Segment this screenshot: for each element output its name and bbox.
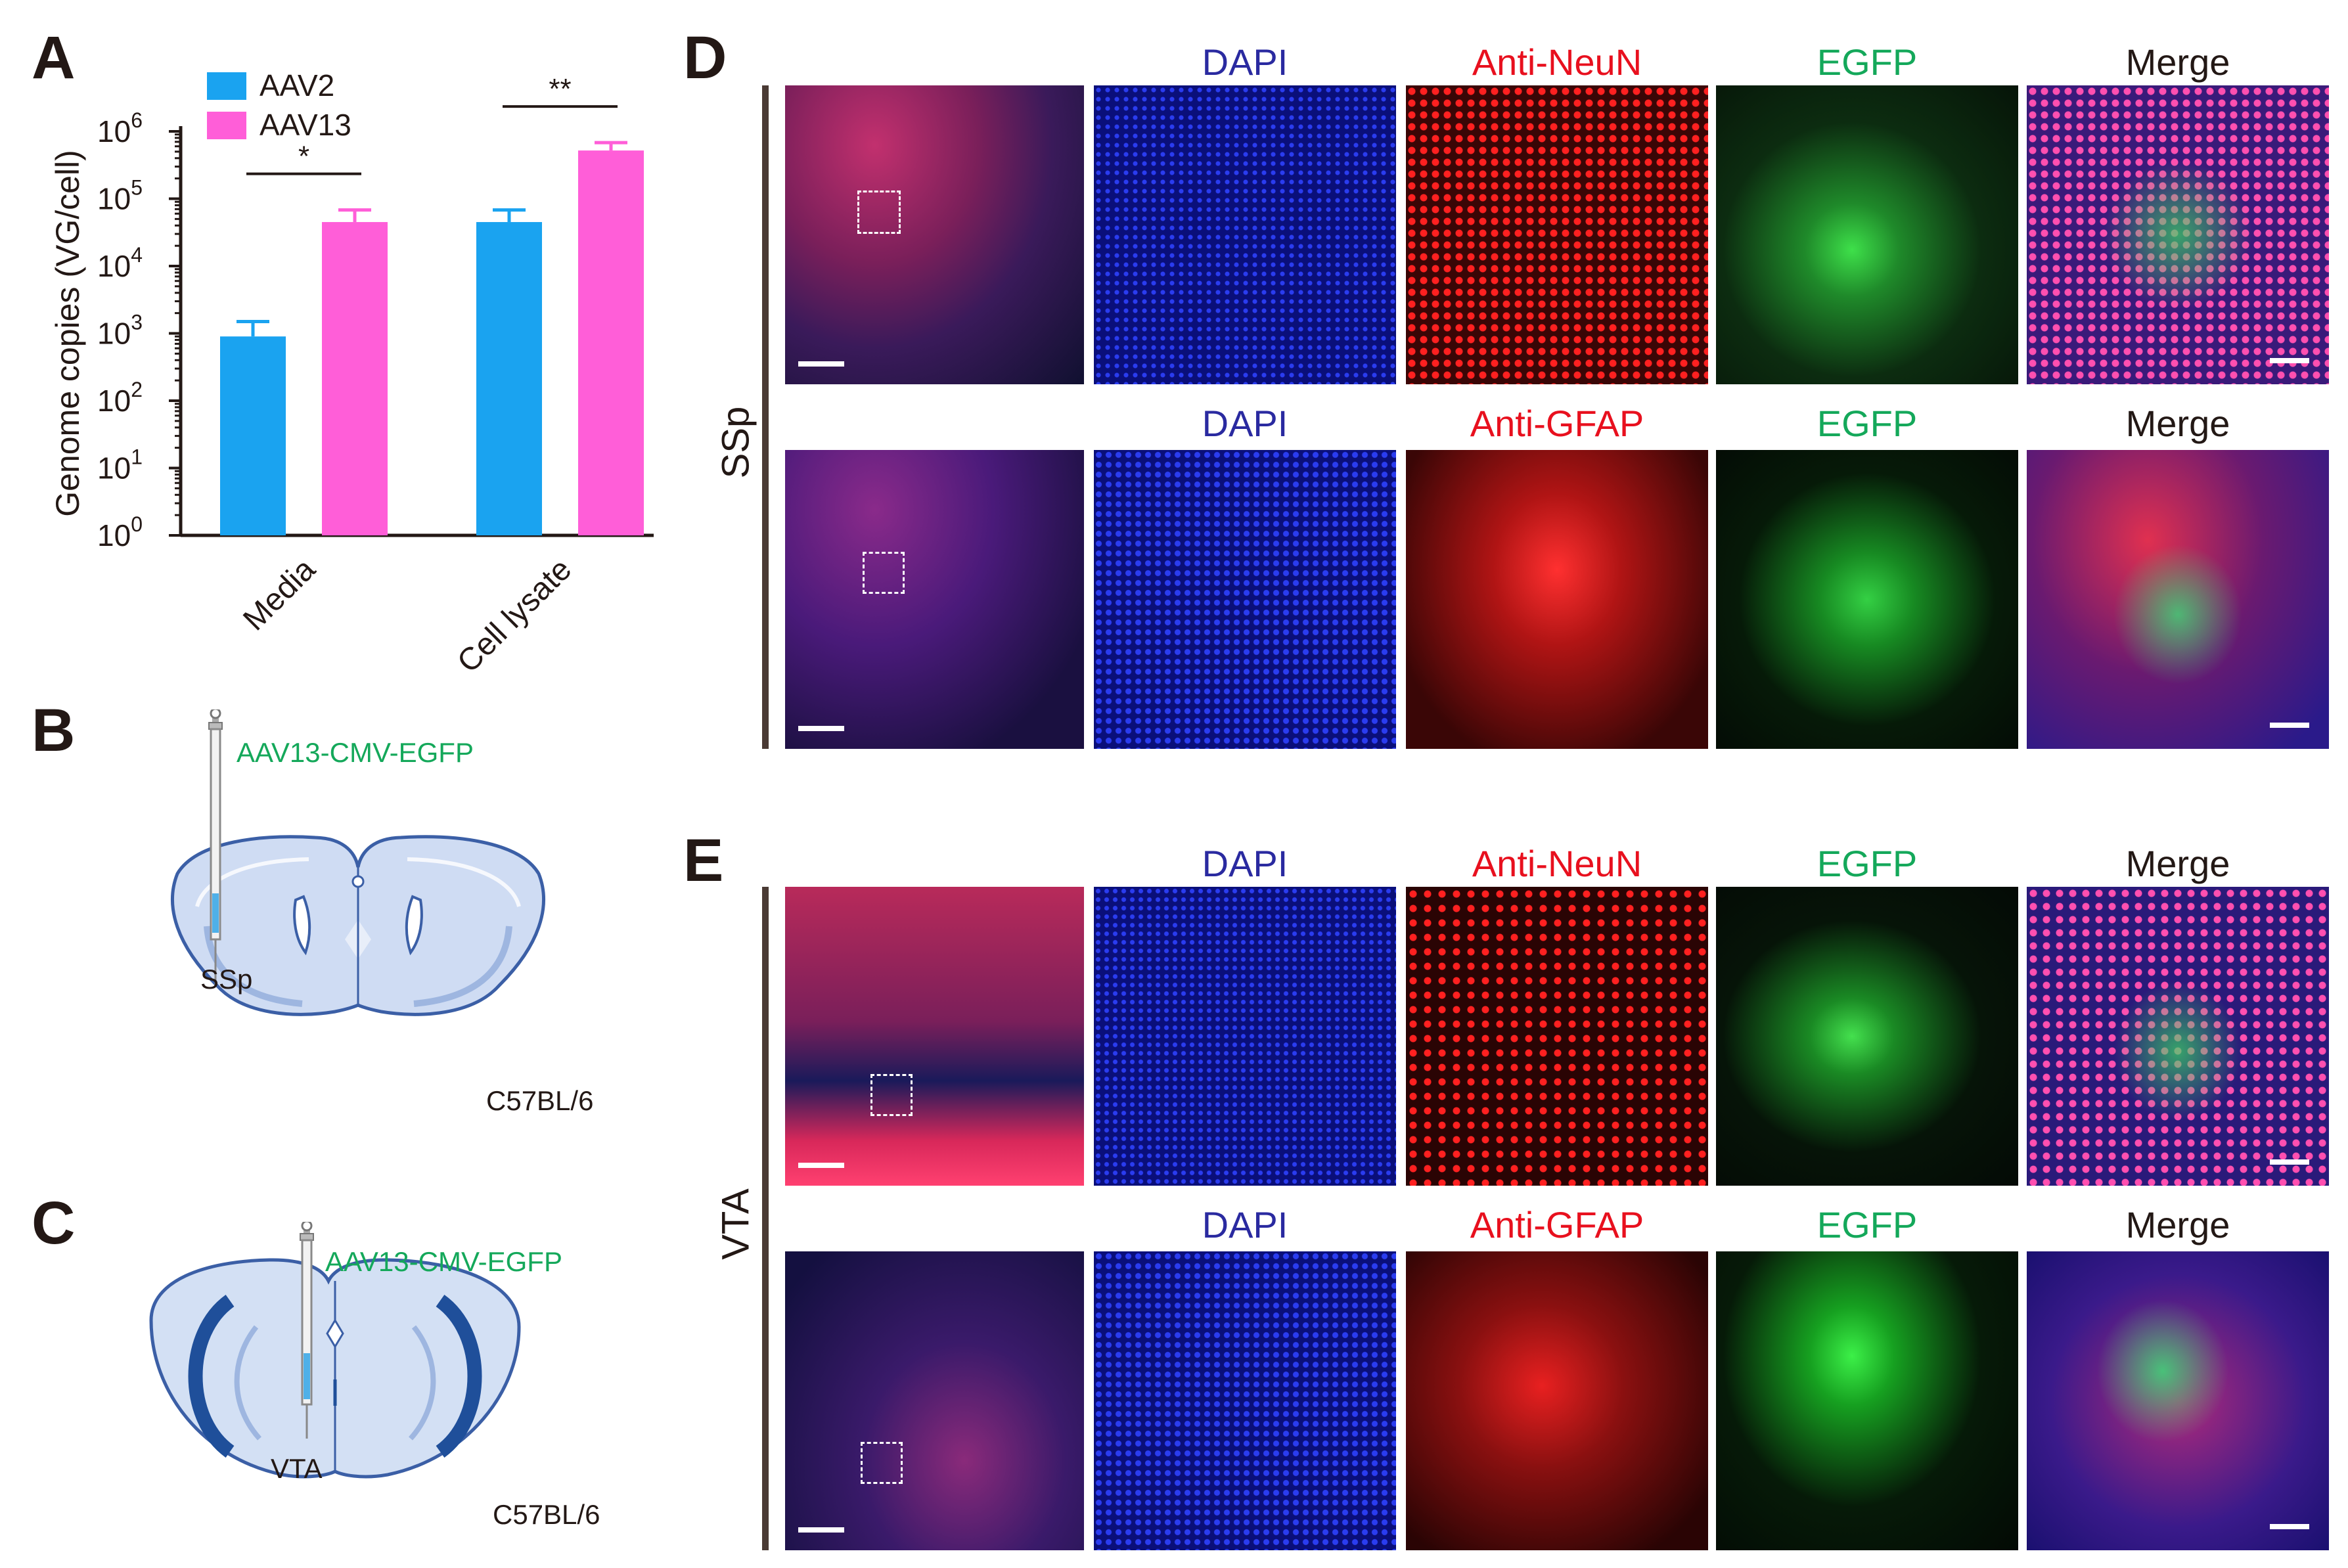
y-tick-label: 101 [97,445,143,485]
e-row2-dapi-image [1094,1251,1396,1550]
strain-label-b: C57BL/6 [486,1085,593,1116]
region-label-b: SSp [200,964,252,995]
panel-letter-d: D [683,24,727,91]
legend-label-aav13: AAV13 [260,108,351,142]
d-row2-merge-label: Merge [2125,403,2230,444]
d-row2-marker-label: Anti-GFAP [1470,403,1644,444]
d-row2-egfp-image [1716,450,2018,749]
scale-bar [2270,1524,2309,1529]
d-row1-marker-label: Anti-NeuN [1472,41,1642,83]
e-row2-egfp-image [1716,1251,2018,1550]
d-row1-dapi-label: DAPI [1202,41,1288,83]
e-row1-merge-label: Merge [2125,843,2230,884]
d-row2-overview-image [785,450,1084,749]
panel-letter-a: A [32,24,76,91]
d-row2-egfp-label: EGFP [1817,403,1918,444]
significance-marker: ** [549,73,571,105]
category-label: Cell lysate [451,552,578,679]
bracket-bar-e [762,887,769,1550]
e-row2-merge-label: Merge [2125,1204,2230,1245]
e-row2-egfp-label: EGFP [1817,1204,1918,1245]
injection-label-c: AAV13-CMV-EGFP [325,1246,562,1277]
bar-aav13-1 [578,150,644,536]
scale-bar [2270,358,2309,363]
d-row2-gfap-image [1406,450,1708,749]
d-row1-neun-image [1406,85,1708,384]
y-tick-label: 105 [97,176,143,216]
bar-aav2-0 [220,336,286,535]
scale-bar [2270,723,2309,728]
legend-swatch-aav13 [207,112,246,139]
e-row1-marker-label: Anti-NeuN [1472,843,1642,884]
y-tick-label: 104 [97,243,143,283]
row-label-vta: VTA [714,1188,757,1260]
scale-bar [798,1163,844,1168]
zoom-box [861,1442,903,1484]
d-row2-dapi-label: DAPI [1202,403,1288,444]
scale-bar [798,726,844,731]
d-row1-dapi-image [1094,85,1396,384]
bracket-bar-d [762,85,769,749]
d-row1-merge-label: Merge [2125,41,2230,83]
e-row1-merge-image [2027,887,2329,1186]
genome-copies-chart: 100 101 102 103 104 105 106 Genome copies (VG/c… [49,68,654,679]
strain-label-c: C57BL/6 [493,1499,600,1530]
y-tick-label: 100 [97,512,143,552]
d-row1-egfp-label: EGFP [1817,41,1918,83]
scale-bar [798,361,844,367]
y-axis-label: Genome copies (VG/cell) [49,150,86,517]
e-row1-egfp-image [1716,887,2018,1186]
significance-marker: * [298,141,309,173]
category-label: Media [237,552,322,637]
zoom-box [870,1074,913,1116]
y-tick-label: 102 [97,378,143,418]
zoom-box [863,552,905,594]
scale-bar [798,1527,844,1533]
e-row2-dapi-label: DAPI [1202,1204,1288,1245]
row-label-ssp: SSp [714,406,757,479]
diagram-c: AAV13-CMV-EGFP VTA C57BL/6 [149,1222,600,1530]
injection-label-b: AAV13-CMV-EGFP [237,737,474,768]
e-row1-dapi-label: DAPI [1202,843,1288,884]
e-row2-gfap-image [1406,1251,1708,1550]
d-row2-merge-image [2027,450,2329,749]
bar-aav2-1 [476,222,542,535]
scale-bar [2270,1159,2309,1165]
legend-label-aav2: AAV2 [260,68,334,102]
panel-letter-e: E [683,827,724,894]
syringe-b [208,709,223,985]
panel-letter-b: B [32,697,76,764]
panel-letter-c: C [32,1190,76,1257]
y-tick-label: 103 [97,311,143,351]
e-row1-overview-image [785,887,1084,1186]
e-row1-dapi-image [1094,887,1396,1186]
e-row1-egfp-label: EGFP [1817,843,1918,884]
syringe-c [300,1222,314,1439]
e-row1-neun-image [1406,887,1708,1186]
region-label-c: VTA [271,1453,323,1484]
diagram-b: AAV13-CMV-EGFP SSp C57BL/6 [171,709,593,1116]
d-row1-overview-image [785,85,1084,384]
e-row2-marker-label: Anti-GFAP [1470,1204,1644,1245]
e-row2-overview-image [785,1251,1084,1550]
e-row2-merge-image [2027,1251,2329,1550]
zoom-box [857,190,901,234]
y-tick-label: 106 [97,108,143,148]
d-row1-egfp-image [1716,85,2018,384]
d-row2-dapi-image [1094,450,1396,749]
bar-aav13-0 [322,222,388,535]
legend-swatch-aav2 [207,72,246,100]
d-row1-merge-image [2027,85,2329,384]
